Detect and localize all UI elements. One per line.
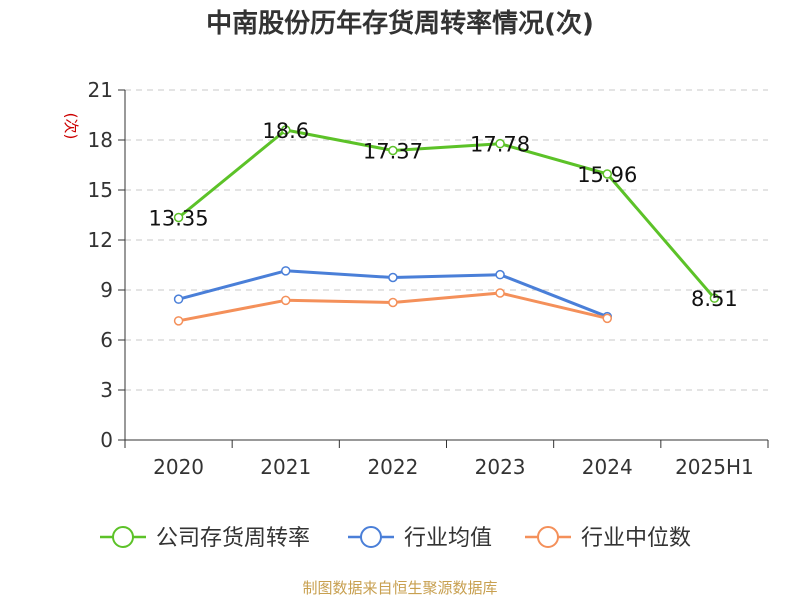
legend[interactable]: 公司存货周转率 行业均值 行业中位数 — [100, 526, 691, 551]
legend-item[interactable]: 行业中位数 — [525, 526, 691, 551]
data-label: 18.6 — [262, 119, 309, 143]
series — [173, 125, 720, 326]
data-labels: 13.35 18.6 17.37 17.78 15.96 8.51 — [149, 119, 738, 311]
legend-marker — [360, 526, 382, 548]
x-tick-label: 2020 — [153, 455, 204, 479]
data-point[interactable] — [388, 272, 398, 283]
data-point[interactable] — [281, 295, 291, 306]
data-point[interactable] — [173, 212, 184, 223]
y-axis-label: (次) — [62, 113, 80, 140]
data-label: 17.78 — [470, 133, 530, 157]
data-point[interactable] — [495, 269, 505, 280]
series-line — [177, 128, 716, 300]
legend-marker — [537, 526, 559, 548]
data-point[interactable] — [495, 288, 505, 298]
data-label: 17.37 — [363, 140, 423, 164]
chart-title: 中南股份历年存货周转率情况(次) — [206, 9, 594, 39]
data-label: 15.96 — [577, 163, 637, 187]
data-point[interactable] — [602, 169, 612, 179]
data-label: 13.35 — [149, 207, 209, 231]
legend-marker — [112, 526, 134, 548]
data-point[interactable] — [281, 266, 291, 276]
x-tick-label: 2023 — [475, 455, 526, 479]
data-point[interactable] — [495, 138, 505, 149]
gridlines — [125, 89, 768, 391]
legend-label: 公司存货周转率 — [156, 526, 310, 551]
y-tick-label: 18 — [88, 128, 113, 152]
x-tick-label: 2024 — [582, 455, 633, 479]
data-point[interactable] — [388, 297, 398, 308]
data-point[interactable] — [173, 316, 184, 326]
data-label: 8.51 — [691, 287, 738, 311]
legend-label: 行业中位数 — [581, 526, 691, 551]
y-tick-label: 21 — [88, 78, 113, 102]
source-note: 制图数据来自恒生聚源数据库 — [302, 579, 498, 597]
y-tick-label: 12 — [88, 228, 113, 252]
y-tick-label: 0 — [100, 428, 113, 452]
y-tick-label: 3 — [100, 378, 113, 402]
legend-item[interactable]: 公司存货周转率 — [100, 526, 310, 551]
y-tick-label: 9 — [100, 278, 113, 302]
data-point[interactable] — [709, 293, 720, 303]
data-point[interactable] — [602, 313, 612, 324]
x-tick-label: 2025H1 — [675, 455, 754, 479]
axes: 0 3 6 9 12 15 18 21 2020 2021 2022 2023 2024 2025H1 — [88, 78, 769, 479]
y-tick-label: 15 — [88, 178, 113, 202]
data-point[interactable] — [281, 125, 291, 135]
y-tick-label: 6 — [100, 328, 113, 352]
data-point[interactable] — [388, 145, 398, 156]
x-tick-label: 2022 — [367, 455, 418, 479]
data-point[interactable] — [173, 294, 184, 304]
legend-label: 行业均值 — [404, 526, 492, 551]
x-tick-label: 2021 — [260, 455, 311, 479]
legend-item[interactable]: 行业均值 — [348, 526, 492, 551]
